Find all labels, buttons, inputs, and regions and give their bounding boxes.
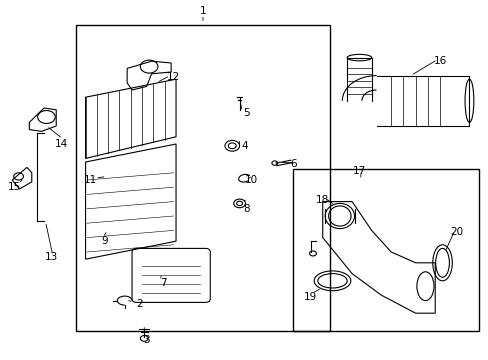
Text: 12: 12	[166, 72, 180, 82]
Text: 16: 16	[432, 56, 446, 66]
Text: 15: 15	[8, 182, 21, 192]
Text: 3: 3	[143, 335, 150, 345]
Text: 8: 8	[243, 204, 250, 214]
Text: 10: 10	[245, 175, 258, 185]
Text: 13: 13	[44, 252, 58, 262]
Text: 9: 9	[102, 236, 108, 246]
Bar	[293, 169, 478, 331]
Text: 19: 19	[303, 292, 317, 302]
Text: 6: 6	[289, 159, 296, 169]
Text: 11: 11	[83, 175, 97, 185]
Text: 20: 20	[450, 227, 463, 237]
Text: 1: 1	[199, 6, 206, 16]
Text: 14: 14	[54, 139, 68, 149]
Text: 17: 17	[352, 166, 366, 176]
Text: 18: 18	[315, 195, 329, 205]
Text: 2: 2	[136, 299, 142, 309]
Text: 5: 5	[243, 108, 250, 118]
Bar	[76, 25, 329, 331]
Text: 7: 7	[160, 278, 167, 288]
Text: 4: 4	[241, 141, 247, 151]
